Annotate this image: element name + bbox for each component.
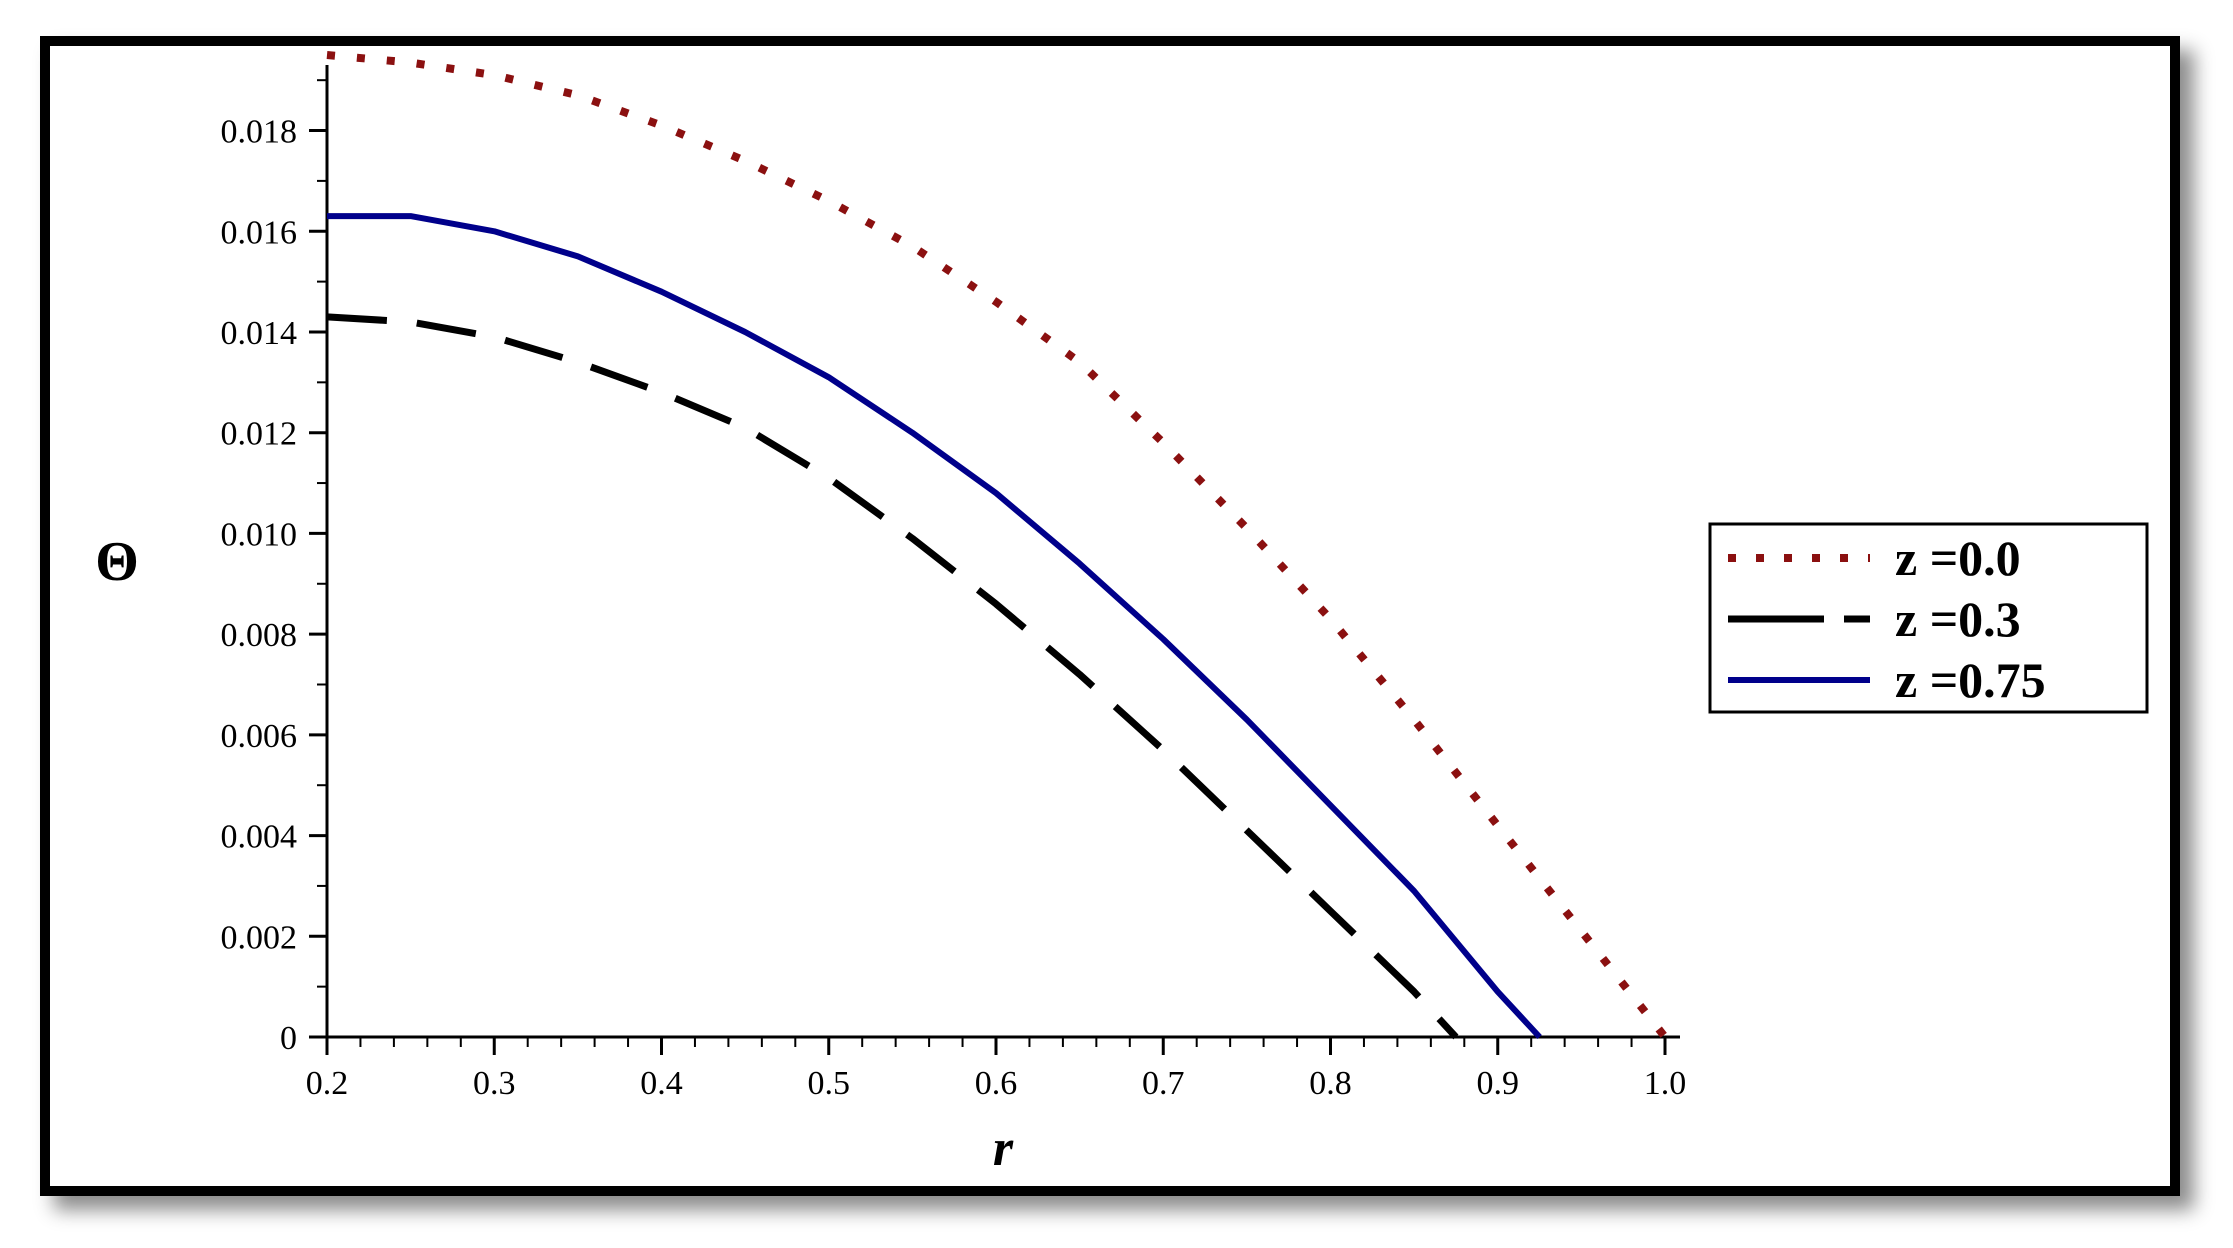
x-tick-label: 0.6 (975, 1065, 1018, 1102)
y-tick-label: 0.002 (221, 919, 298, 956)
x-tick-label: 0.7 (1142, 1065, 1185, 1102)
x-axis-title: r (993, 1120, 1014, 1177)
x-tick-label: 0.8 (1309, 1065, 1352, 1102)
y-tick-label: 0.016 (221, 214, 298, 251)
y-tick-label: 0.010 (221, 516, 298, 553)
legend: z =0.0z =0.3z =0.75 (1708, 522, 2149, 714)
x-tick-label: 1.0 (1644, 1065, 1687, 1102)
x-tick-label: 0.9 (1477, 1065, 1520, 1102)
y-tick-label: 0.014 (221, 315, 298, 352)
x-tick-label: 0.3 (473, 1065, 516, 1102)
y-tick-label: 0.006 (221, 718, 298, 755)
x-tick-label: 0.5 (808, 1065, 851, 1102)
y-tick-label: 0 (280, 1020, 297, 1057)
series-line-0 (326, 51, 1669, 1040)
x-tick-label: 0.2 (306, 1065, 349, 1102)
y-axis-title: Θ (95, 531, 139, 593)
axes: 0.2 0.3 0.4 0.5 0.6 0.7 0.8 0.9 1.0 0 0.002 0.004 0.… (221, 65, 1687, 1102)
series-line-2 (327, 213, 1542, 1040)
legend-label-2: z =0.75 (1895, 652, 2046, 708)
legend-label-0: z =0.0 (1895, 530, 2021, 586)
x-tick-label: 0.4 (640, 1065, 683, 1102)
y-tick-label: 0.004 (221, 819, 298, 856)
series-line-1 (326, 313, 1459, 1040)
legend-label-1: z =0.3 (1895, 591, 2021, 647)
y-tick-label: 0.018 (221, 114, 298, 151)
y-tick-label: 0.012 (221, 416, 298, 453)
series-layer (326, 51, 1669, 1040)
y-tick-label: 0.008 (221, 617, 298, 654)
